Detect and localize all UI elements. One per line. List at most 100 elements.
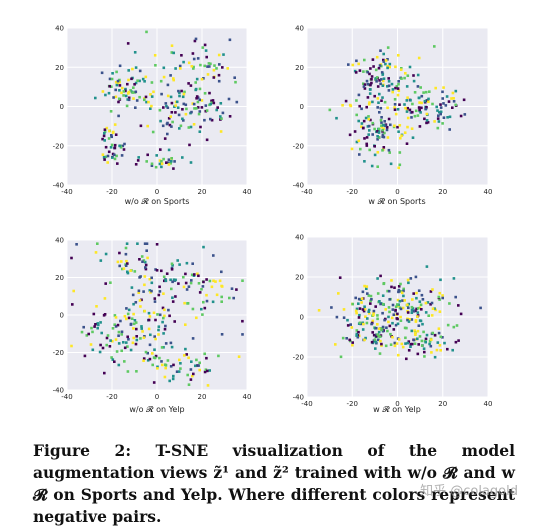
scatter-point — [425, 106, 428, 109]
scatter-point — [129, 89, 132, 92]
scatter-point — [190, 65, 194, 68]
scatter-point — [103, 128, 107, 131]
scatter-point — [141, 330, 144, 333]
scatter-point — [417, 343, 420, 346]
x-tick-label: -40 — [61, 393, 72, 401]
scatter-point — [396, 108, 400, 111]
scatter-point — [107, 91, 111, 95]
scatter-point — [140, 255, 144, 258]
scatter-point — [353, 130, 357, 133]
scatter-point — [125, 317, 128, 321]
scatter-point — [113, 157, 117, 161]
scatter-point — [196, 57, 200, 60]
scatter-point — [159, 148, 162, 151]
scatter-point — [241, 333, 244, 336]
scatter-point — [406, 106, 409, 110]
scatter-point — [139, 124, 143, 128]
scatter-point — [371, 121, 374, 125]
scatter-point — [414, 331, 417, 335]
scatter-point — [166, 106, 170, 109]
scatter-point — [397, 54, 400, 57]
scatter-point — [157, 325, 161, 328]
scatter-point — [117, 342, 121, 345]
scatter-point — [116, 79, 120, 83]
scatter-point — [445, 95, 449, 98]
scatter-point — [143, 309, 146, 313]
scatter-point — [393, 344, 397, 348]
scatter-point — [362, 70, 365, 73]
scatter-point — [167, 163, 171, 166]
scatter-point — [134, 321, 138, 324]
scatter-point — [365, 79, 369, 83]
scatter-point — [197, 112, 201, 116]
scatter-point — [187, 126, 191, 129]
scatter-point — [408, 65, 412, 69]
scatter-point — [414, 319, 418, 322]
scatter-points — [328, 45, 467, 170]
scatter-point — [202, 245, 205, 249]
scatter-point — [193, 273, 196, 276]
scatter-point — [394, 305, 398, 308]
scatter-point — [190, 110, 193, 114]
scatter-point — [125, 307, 128, 310]
scatter-point — [391, 303, 395, 307]
scatter-point — [380, 124, 383, 127]
scatter-point — [341, 104, 344, 107]
scatter-point — [366, 82, 370, 86]
scatter-point — [391, 321, 394, 325]
scatter-point — [104, 93, 107, 97]
scatter-point — [414, 333, 417, 336]
scatter-point — [197, 274, 200, 278]
scatter-point — [386, 66, 389, 70]
scatter-point — [429, 290, 433, 293]
scatter-point — [357, 330, 360, 334]
scatter-point — [455, 324, 459, 327]
scatter-point — [174, 295, 177, 298]
scatter-point — [122, 267, 126, 270]
scatter-point — [220, 285, 224, 288]
scatter-point — [451, 91, 455, 95]
scatter-point — [120, 91, 123, 95]
scatter-point — [402, 289, 405, 293]
scatter-point — [419, 303, 423, 307]
scatter-point — [426, 99, 429, 102]
scatter-point — [411, 298, 414, 301]
figure: -40 -20 0 20 40 -40 -20 0 20 40 w/o 𝓡 on Sports -… — [53, 25, 493, 415]
scatter-point — [116, 82, 120, 85]
scatter-point — [369, 67, 372, 70]
scatter-point — [97, 323, 100, 327]
scatter-point — [122, 94, 125, 97]
scatter-point — [169, 74, 172, 77]
scatter-point — [423, 355, 426, 358]
x-tick-label: -20 — [106, 393, 117, 401]
scatter-point — [420, 308, 423, 311]
scatter-point — [410, 308, 414, 312]
scatter-point — [115, 83, 119, 87]
scatter-point — [446, 347, 449, 351]
scatter-point — [211, 300, 215, 304]
scatter-point — [117, 363, 121, 367]
x-tick-label: -40 — [301, 188, 312, 196]
scatter-point — [416, 85, 420, 88]
scatter-point — [317, 309, 321, 312]
scatter-point — [144, 266, 147, 269]
scatter-point — [162, 75, 166, 79]
scatter-point — [348, 133, 352, 137]
scatter-point — [161, 320, 164, 324]
scatter-point — [417, 324, 421, 327]
scatter-point — [177, 282, 180, 285]
scatter-point — [347, 63, 350, 66]
scatter-point — [412, 74, 415, 77]
scatter-point — [405, 303, 409, 307]
scatter-point — [207, 62, 211, 65]
scatter-point — [108, 85, 111, 88]
scatter-point — [149, 333, 152, 337]
scatter-point — [387, 84, 391, 88]
scatter-point — [367, 118, 371, 121]
scatter-point — [234, 80, 237, 84]
scatter-point — [396, 312, 399, 316]
scatter-point — [145, 30, 148, 34]
scatter-point — [180, 54, 183, 57]
scatter-point — [120, 333, 123, 336]
scatter-point — [203, 118, 206, 122]
